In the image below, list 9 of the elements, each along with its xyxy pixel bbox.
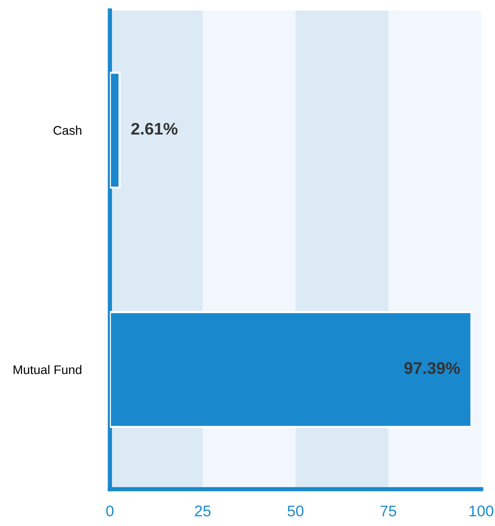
y-tick-label: Cash xyxy=(54,126,82,135)
data-label: 97.39% xyxy=(404,362,460,374)
data-label: 2.61% xyxy=(131,122,178,135)
x-tick-label: 100 xyxy=(470,506,494,516)
x-tick-label: 25 xyxy=(194,506,211,516)
y-tick-label: Mutual Fund xyxy=(14,364,82,374)
x-tick-label: 0 xyxy=(106,506,114,516)
x-tick-label: 50 xyxy=(288,506,304,516)
x-tick-label: 75 xyxy=(380,506,396,516)
